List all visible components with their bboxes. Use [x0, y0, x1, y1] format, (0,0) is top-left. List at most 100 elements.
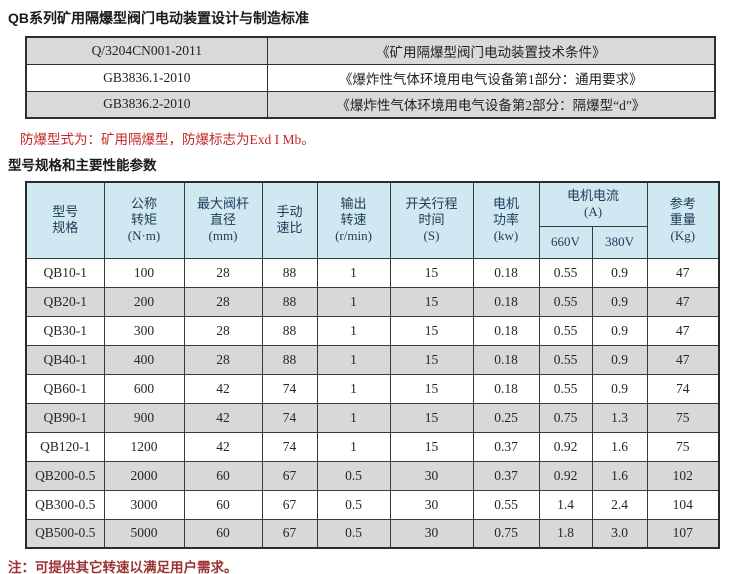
value-cell: 200 — [103, 286, 185, 317]
value-cell: 15 — [389, 373, 474, 404]
model-cell: QB500-0.5 — [25, 518, 105, 549]
model-cell: QB10-1 — [25, 257, 105, 288]
value-cell: 75 — [646, 402, 720, 433]
model-cell: QB40-1 — [25, 344, 105, 375]
value-cell: 104 — [646, 489, 720, 520]
spec-row: QB90-1 900 42 74 1 15 0.25 0.75 1.3 75 — [25, 402, 720, 433]
value-cell: 0.55 — [538, 286, 593, 317]
value-cell: 0.37 — [472, 431, 540, 462]
value-cell: 0.18 — [472, 257, 540, 288]
header-stem-diameter: 最大阀杆 直径 (mm) — [183, 181, 263, 259]
value-cell: 0.9 — [591, 344, 648, 375]
value-cell: 15 — [389, 257, 474, 288]
value-cell: 67 — [261, 518, 318, 549]
spec-row: QB200-0.5 2000 60 67 0.5 30 0.37 0.92 1.6 102 — [25, 460, 720, 491]
value-cell: 0.75 — [472, 518, 540, 549]
value-cell: 42 — [183, 402, 263, 433]
value-cell: 28 — [183, 257, 263, 288]
standard-name: 《矿用隔爆型阀门电动装置技术条件》 — [266, 36, 716, 65]
value-cell: 67 — [261, 489, 318, 520]
standards-table-body: Q/3204CN001-2011 《矿用隔爆型阀门电动装置技术条件》 GB3836.… — [25, 36, 716, 119]
value-cell: 0.18 — [472, 373, 540, 404]
value-cell: 88 — [261, 344, 318, 375]
standards-row: Q/3204CN001-2011 《矿用隔爆型阀门电动装置技术条件》 — [25, 36, 716, 65]
value-cell: 1 — [316, 257, 391, 288]
value-cell: 30 — [389, 518, 474, 549]
standard-name: 《爆炸性气体环境用电气设备第2部分：隔爆型“d”》 — [266, 90, 716, 119]
footer-note: 注：可提供其它转速以满足用户需求。 — [8, 560, 238, 574]
value-cell: 2.4 — [591, 489, 648, 520]
value-cell: 47 — [646, 344, 720, 375]
header-motor-power: 电机 功率 (kw) — [472, 181, 540, 259]
value-cell: 3.0 — [591, 518, 648, 549]
header-torque: 公称 转矩 (N·m) — [103, 181, 185, 259]
value-cell: 60 — [183, 460, 263, 491]
model-cell: QB200-0.5 — [25, 460, 105, 491]
value-cell: 1 — [316, 315, 391, 346]
value-cell: 1 — [316, 431, 391, 462]
value-cell: 0.9 — [591, 286, 648, 317]
value-cell: 102 — [646, 460, 720, 491]
page-title: QB系列矿用隔爆型阀门电动装置设计与制造标准 — [8, 10, 309, 26]
value-cell: 60 — [183, 489, 263, 520]
value-cell: 60 — [183, 518, 263, 549]
value-cell: 0.92 — [538, 431, 593, 462]
value-cell: 1.6 — [591, 460, 648, 491]
value-cell: 0.55 — [538, 315, 593, 346]
value-cell: 74 — [261, 373, 318, 404]
standard-code: GB3836.1-2010 — [25, 63, 268, 92]
value-cell: 15 — [389, 344, 474, 375]
value-cell: 0.25 — [472, 402, 540, 433]
standards-row: GB3836.2-2010 《爆炸性气体环境用电气设备第2部分：隔爆型“d”》 — [25, 90, 716, 119]
value-cell: 300 — [103, 315, 185, 346]
value-cell: 0.18 — [472, 344, 540, 375]
value-cell: 900 — [103, 402, 185, 433]
header-manual-ratio: 手动 速比 — [261, 181, 318, 259]
model-cell: QB300-0.5 — [25, 489, 105, 520]
value-cell: 0.5 — [316, 489, 391, 520]
model-cell: QB30-1 — [25, 315, 105, 346]
standard-code: Q/3204CN001-2011 — [25, 36, 268, 65]
value-cell: 88 — [261, 286, 318, 317]
value-cell: 67 — [261, 460, 318, 491]
value-cell: 30 — [389, 460, 474, 491]
value-cell: 28 — [183, 286, 263, 317]
value-cell: 0.75 — [538, 402, 593, 433]
spec-row: QB120-1 1200 42 74 1 15 0.37 0.92 1.6 75 — [25, 431, 720, 462]
header-output-speed: 输出 转速 (r/min) — [316, 181, 391, 259]
value-cell: 74 — [646, 373, 720, 404]
value-cell: 1 — [316, 402, 391, 433]
value-cell: 0.9 — [591, 315, 648, 346]
value-cell: 0.5 — [316, 518, 391, 549]
value-cell: 47 — [646, 257, 720, 288]
header-model: 型号 规格 — [25, 181, 105, 259]
value-cell: 15 — [389, 286, 474, 317]
value-cell: 1 — [316, 286, 391, 317]
value-cell: 47 — [646, 315, 720, 346]
value-cell: 5000 — [103, 518, 185, 549]
spec-row: QB60-1 600 42 74 1 15 0.18 0.55 0.9 74 — [25, 373, 720, 404]
value-cell: 107 — [646, 518, 720, 549]
value-cell: 0.18 — [472, 315, 540, 346]
value-cell: 1200 — [103, 431, 185, 462]
model-cell: QB20-1 — [25, 286, 105, 317]
value-cell: 42 — [183, 373, 263, 404]
value-cell: 15 — [389, 431, 474, 462]
value-cell: 0.9 — [591, 257, 648, 288]
value-cell: 75 — [646, 431, 720, 462]
model-cell: QB120-1 — [25, 431, 105, 462]
value-cell: 15 — [389, 402, 474, 433]
value-cell: 0.55 — [538, 344, 593, 375]
value-cell: 30 — [389, 489, 474, 520]
value-cell: 400 — [103, 344, 185, 375]
standard-code: GB3836.2-2010 — [25, 90, 268, 119]
spec-row: QB10-1 100 28 88 1 15 0.18 0.55 0.9 47 — [25, 257, 720, 288]
spec-row: QB40-1 400 28 88 1 15 0.18 0.55 0.9 47 — [25, 344, 720, 375]
section-title: 型号规格和主要性能参数 — [8, 158, 157, 173]
model-cell: QB60-1 — [25, 373, 105, 404]
value-cell: 74 — [261, 402, 318, 433]
value-cell: 15 — [389, 315, 474, 346]
value-cell: 0.37 — [472, 460, 540, 491]
standards-table: Q/3204CN001-2011 《矿用隔爆型阀门电动装置技术条件》 GB3836.… — [25, 36, 716, 119]
